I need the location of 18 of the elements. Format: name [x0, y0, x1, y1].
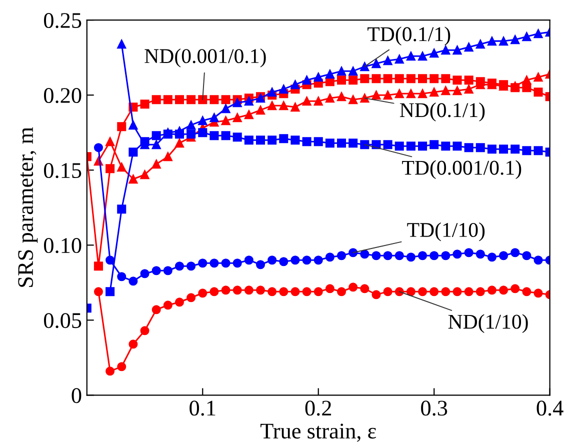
y-tick-label: 0.10 — [44, 238, 82, 254]
x-tick-label: 0.3 — [421, 400, 448, 416]
y-axis-title: SRS parameter, m — [18, 127, 38, 287]
y-tick-label: 0.20 — [44, 88, 82, 104]
x-tick-label: 0.1 — [190, 400, 216, 416]
annotation: TD(0.001/0.1) — [402, 160, 522, 180]
y-tick-label: 0.25 — [44, 13, 82, 28]
annotation: ND(0.001/0.1) — [144, 48, 266, 68]
y-tick-label: 0.05 — [44, 313, 82, 328]
x-axis-title: True strain, ε — [260, 424, 376, 442]
annotation: ND(0.1/1) — [400, 102, 485, 122]
x-tick-label: 0.4 — [536, 400, 564, 416]
x-tick-label: 0.2 — [305, 400, 332, 416]
y-tick-label: 0 — [72, 388, 82, 404]
annotation: TD(0.1/1) — [368, 26, 450, 46]
annotation: ND(1/10) — [448, 314, 528, 334]
y-tick-label: 0.15 — [44, 163, 82, 178]
annotation: TD(1/10) — [407, 222, 485, 242]
